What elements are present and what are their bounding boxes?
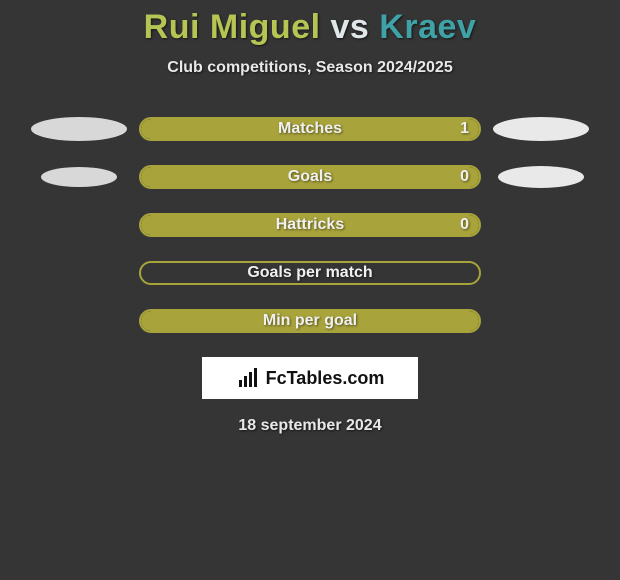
stat-bar: Min per goal [139, 309, 481, 333]
stat-row: Min per goal [0, 309, 620, 333]
right-flank [481, 117, 601, 141]
stat-value: 1 [460, 120, 469, 138]
stat-label: Hattricks [141, 216, 479, 234]
stat-bar: Goals per match [139, 261, 481, 285]
stat-value: 0 [460, 216, 469, 234]
bars-icon [236, 366, 260, 390]
player1-name: Rui Miguel [144, 8, 321, 46]
stat-value: 0 [460, 168, 469, 186]
stat-label: Matches [141, 120, 479, 138]
stat-rows: Matches1Goals0Hattricks0Goals per matchM… [0, 117, 620, 333]
player2-name: Kraev [379, 8, 476, 46]
stat-bar: Matches1 [139, 117, 481, 141]
stat-bar: Hattricks0 [139, 213, 481, 237]
stat-label: Min per goal [141, 312, 479, 330]
right-flank [481, 166, 601, 188]
stat-row: Matches1 [0, 117, 620, 141]
vs-text: vs [331, 8, 370, 46]
ellipse-icon [493, 117, 589, 141]
stat-row: Goals0 [0, 165, 620, 189]
stat-row: Goals per match [0, 261, 620, 285]
brand-box[interactable]: FcTables.com [202, 357, 418, 399]
page-title: Rui Miguel vs Kraev [0, 8, 620, 47]
stat-label: Goals per match [141, 264, 479, 282]
left-flank [19, 167, 139, 187]
stat-label: Goals [141, 168, 479, 186]
ellipse-icon [41, 167, 117, 187]
ellipse-icon [31, 117, 127, 141]
subtitle: Club competitions, Season 2024/2025 [0, 59, 620, 77]
stat-row: Hattricks0 [0, 213, 620, 237]
stat-bar: Goals0 [139, 165, 481, 189]
ellipse-icon [498, 166, 584, 188]
left-flank [19, 117, 139, 141]
brand-text: FcTables.com [266, 368, 385, 389]
date-text: 18 september 2024 [0, 417, 620, 435]
comparison-card: Rui Miguel vs Kraev Club competitions, S… [0, 0, 620, 435]
